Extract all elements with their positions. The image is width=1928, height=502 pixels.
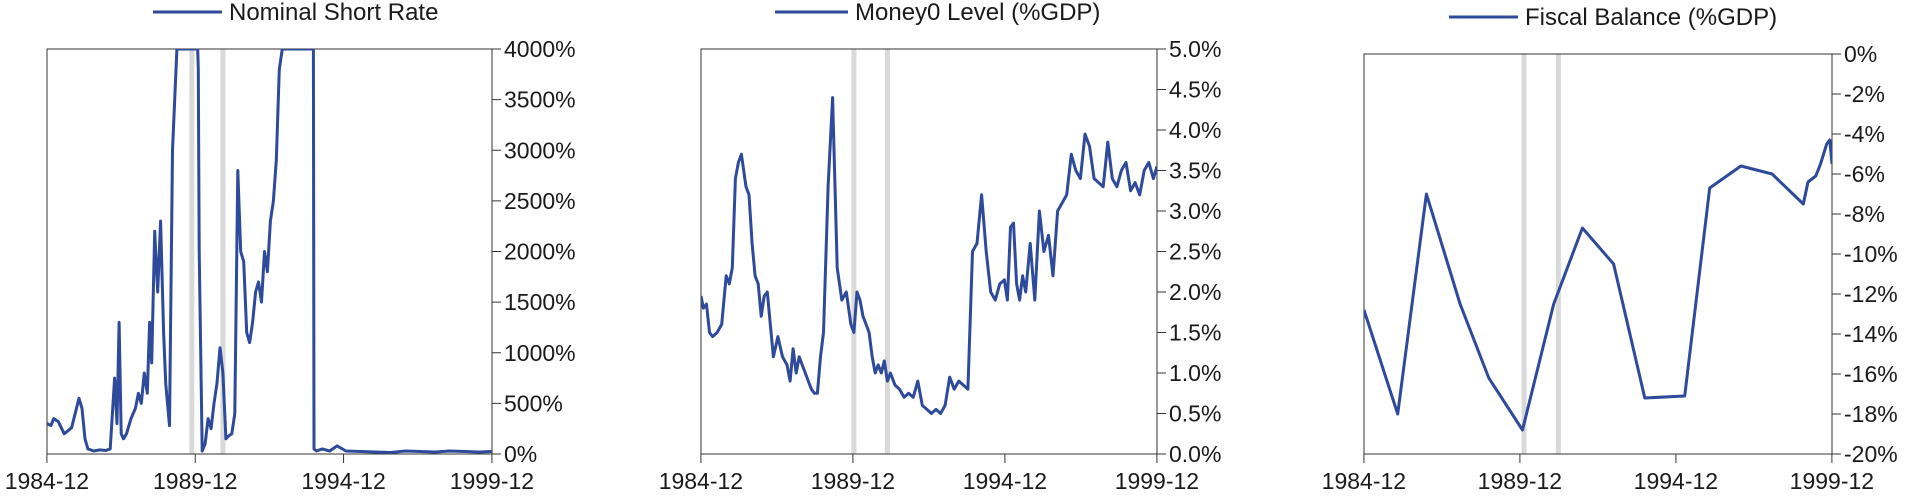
y-tick-label: 4000% xyxy=(504,36,576,62)
y-tick-label: -14% xyxy=(1844,321,1898,347)
plot-frame xyxy=(700,48,1158,455)
shaded-band-1 xyxy=(851,49,857,454)
legend-label: Fiscal Balance (%GDP) xyxy=(1525,4,1777,31)
y-tick-label: 0% xyxy=(1844,41,1877,67)
shaded-band-1 xyxy=(1521,54,1527,454)
x-tick-label: 1999-12 xyxy=(1115,468,1199,494)
series-line-1 xyxy=(47,49,492,454)
y-tick-label: 5.0% xyxy=(1169,36,1221,62)
y-tick-label: 3.0% xyxy=(1169,198,1221,224)
y-tick-label: -8% xyxy=(1844,201,1885,227)
x-tick-label: 1999-12 xyxy=(1790,468,1874,494)
shaded-band-2 xyxy=(1555,54,1561,454)
y-tick-label: 3500% xyxy=(504,87,576,113)
legend-label: Money0 Level (%GDP) xyxy=(855,0,1100,26)
y-tick-label: 0% xyxy=(504,441,537,467)
y-tick-label: 500% xyxy=(504,390,563,416)
x-tick-label: 1994-12 xyxy=(301,468,385,494)
y-tick-label: 2.0% xyxy=(1169,279,1221,305)
y-tick-label: 1500% xyxy=(504,289,576,315)
x-tick-label: 1984-12 xyxy=(1322,468,1406,494)
shaded-band-2 xyxy=(220,49,226,454)
y-tick-label: 2000% xyxy=(504,239,576,265)
y-tick-label: -12% xyxy=(1844,281,1898,307)
x-tick-label: 1984-12 xyxy=(659,468,743,494)
y-tick-label: -10% xyxy=(1844,241,1898,267)
y-tick-label: -6% xyxy=(1844,161,1885,187)
y-tick-label: 1000% xyxy=(504,340,576,366)
y-tick-label: 3000% xyxy=(504,137,576,163)
series-line-1 xyxy=(701,96,1157,415)
chart-panel-2: 5.0% 4.5% 4.0% 3.5% 3.0% 2.5% 2.0% 1.5% 1.0% 0.5%… xyxy=(659,0,1222,494)
x-tick-label: 1989-12 xyxy=(153,468,237,494)
y-tick-label: 2.5% xyxy=(1169,239,1221,265)
legend-label: Nominal Short Rate xyxy=(229,0,438,26)
x-tick-label: 1994-12 xyxy=(963,468,1047,494)
plot-frame xyxy=(1363,53,1833,455)
x-tick-label: 1989-12 xyxy=(811,468,895,494)
y-tick-label: 0.0% xyxy=(1169,441,1221,467)
y-tick-label: 2500% xyxy=(504,188,576,214)
y-tick-label: 0.5% xyxy=(1169,401,1221,427)
y-tick-label: 4.5% xyxy=(1169,77,1221,103)
y-tick-label: 1.5% xyxy=(1169,320,1221,346)
x-tick-label: 1989-12 xyxy=(1478,468,1562,494)
y-tick-label: -2% xyxy=(1844,81,1885,107)
y-tick-label: -16% xyxy=(1844,361,1898,387)
x-tick-label: 1999-12 xyxy=(450,468,534,494)
y-tick-label: 4.0% xyxy=(1169,117,1221,143)
x-tick-label: 1984-12 xyxy=(5,468,89,494)
y-tick-label: -18% xyxy=(1844,401,1898,427)
y-tick-label: -4% xyxy=(1844,121,1885,147)
y-tick-label: -20% xyxy=(1844,441,1898,467)
x-tick-label: 1994-12 xyxy=(1634,468,1718,494)
y-tick-label: 1.0% xyxy=(1169,360,1221,386)
y-tick-label: 3.5% xyxy=(1169,158,1221,184)
chart-panel-1: 4000% 3500% 3000% 2500% 2000% 1500% 1000% 500% 0… xyxy=(5,0,576,494)
chart-panel-3: 0%-2%-4%-6%-8%-10%-12%-14%-16%-18%-20%19… xyxy=(1322,4,1898,494)
series-line-1 xyxy=(1364,138,1832,432)
shaded-band-1 xyxy=(189,49,195,454)
shaded-band-2 xyxy=(884,49,890,454)
